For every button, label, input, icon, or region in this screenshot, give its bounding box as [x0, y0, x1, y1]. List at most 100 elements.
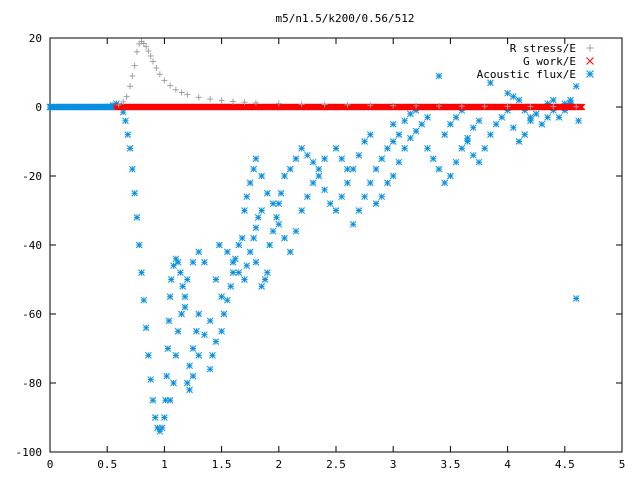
data-point [147, 52, 154, 59]
data-point [261, 276, 269, 283]
data-point [292, 155, 300, 163]
data-point [241, 276, 248, 283]
data-point [435, 165, 443, 173]
data-point [181, 303, 189, 311]
data-point [195, 248, 203, 256]
data-point [469, 151, 477, 159]
data-point [298, 101, 305, 108]
legend-label: R stress/E [510, 42, 576, 55]
data-point [532, 110, 540, 118]
data-point [309, 179, 317, 187]
data-point [243, 262, 251, 270]
x-tick-label: 1.5 [212, 458, 232, 471]
data-point [223, 248, 231, 256]
legend-marker [586, 57, 594, 65]
data-point [481, 103, 488, 110]
data-point [292, 227, 300, 235]
data-point [390, 102, 397, 109]
data-point [238, 234, 246, 242]
data-point [183, 276, 191, 283]
x-tick-label: 1 [161, 458, 168, 471]
data-point [281, 172, 288, 180]
data-point [195, 310, 203, 318]
data-point [212, 276, 220, 283]
data-point [429, 155, 437, 163]
data-point [338, 193, 346, 201]
data-point [161, 414, 168, 421]
data-point [254, 214, 262, 221]
data-point [361, 138, 368, 145]
data-point [424, 145, 431, 152]
data-point [241, 99, 248, 106]
data-point [206, 365, 214, 373]
data-point [165, 317, 173, 325]
data-point [184, 91, 191, 98]
legend-label: G work/E [523, 55, 576, 68]
data-point [458, 145, 466, 152]
data-point [129, 165, 136, 173]
data-point [252, 224, 260, 232]
data-point [163, 372, 171, 380]
data-point [218, 327, 225, 335]
legend-marker [586, 44, 594, 52]
data-point [326, 200, 334, 207]
x-tick-label: 5 [619, 458, 626, 471]
data-point [220, 310, 228, 318]
y-axis: 20 0 -20 -40 -60 -80 -100 [16, 32, 622, 459]
data-point [315, 172, 323, 180]
data-point [338, 155, 346, 163]
data-point [186, 386, 193, 394]
data-point [181, 293, 189, 301]
data-point [452, 113, 460, 121]
data-point [304, 151, 311, 159]
x-tick-label: 4 [504, 458, 511, 471]
data-point [515, 138, 523, 145]
data-point [527, 113, 534, 121]
y-tick-label: -100 [16, 446, 43, 459]
data-point [298, 207, 306, 214]
x-tick-label: 2.5 [326, 458, 346, 471]
y-tick-label: 0 [35, 101, 42, 114]
data-point [527, 103, 534, 110]
data-point [207, 96, 214, 103]
data-point [273, 214, 280, 221]
data-point [504, 89, 511, 97]
data-point [413, 102, 420, 109]
data-point [195, 352, 203, 359]
data-point [174, 327, 182, 335]
data-point [250, 234, 257, 242]
data-point [578, 103, 586, 111]
x-tick-label: 4.5 [555, 458, 575, 471]
data-point [269, 227, 277, 235]
data-point [177, 269, 184, 276]
data-point [215, 241, 223, 249]
data-point [344, 179, 351, 187]
data-point [183, 379, 191, 387]
data-point [389, 120, 397, 128]
data-point [487, 131, 494, 138]
data-point [509, 93, 517, 101]
data-point [142, 324, 150, 332]
data-point [509, 124, 517, 132]
data-point [235, 269, 243, 276]
data-point [458, 103, 465, 110]
data-point [258, 172, 265, 180]
x-tick-label: 0.5 [97, 458, 117, 471]
data-point [227, 283, 235, 290]
data-point [367, 102, 374, 109]
data-point [395, 131, 403, 138]
data-point [384, 179, 391, 187]
x-tick-label: 3.5 [440, 458, 460, 471]
data-point [378, 155, 386, 163]
data-point [521, 131, 529, 138]
data-point [475, 158, 483, 166]
data-point [344, 101, 351, 108]
data-point [264, 189, 271, 197]
data-point [309, 158, 317, 166]
y-tick-label: 20 [29, 32, 42, 45]
data-point [277, 189, 285, 197]
data-point [447, 120, 454, 128]
legend-label: Acoustic flux/E [477, 68, 576, 81]
data-point [389, 172, 397, 180]
